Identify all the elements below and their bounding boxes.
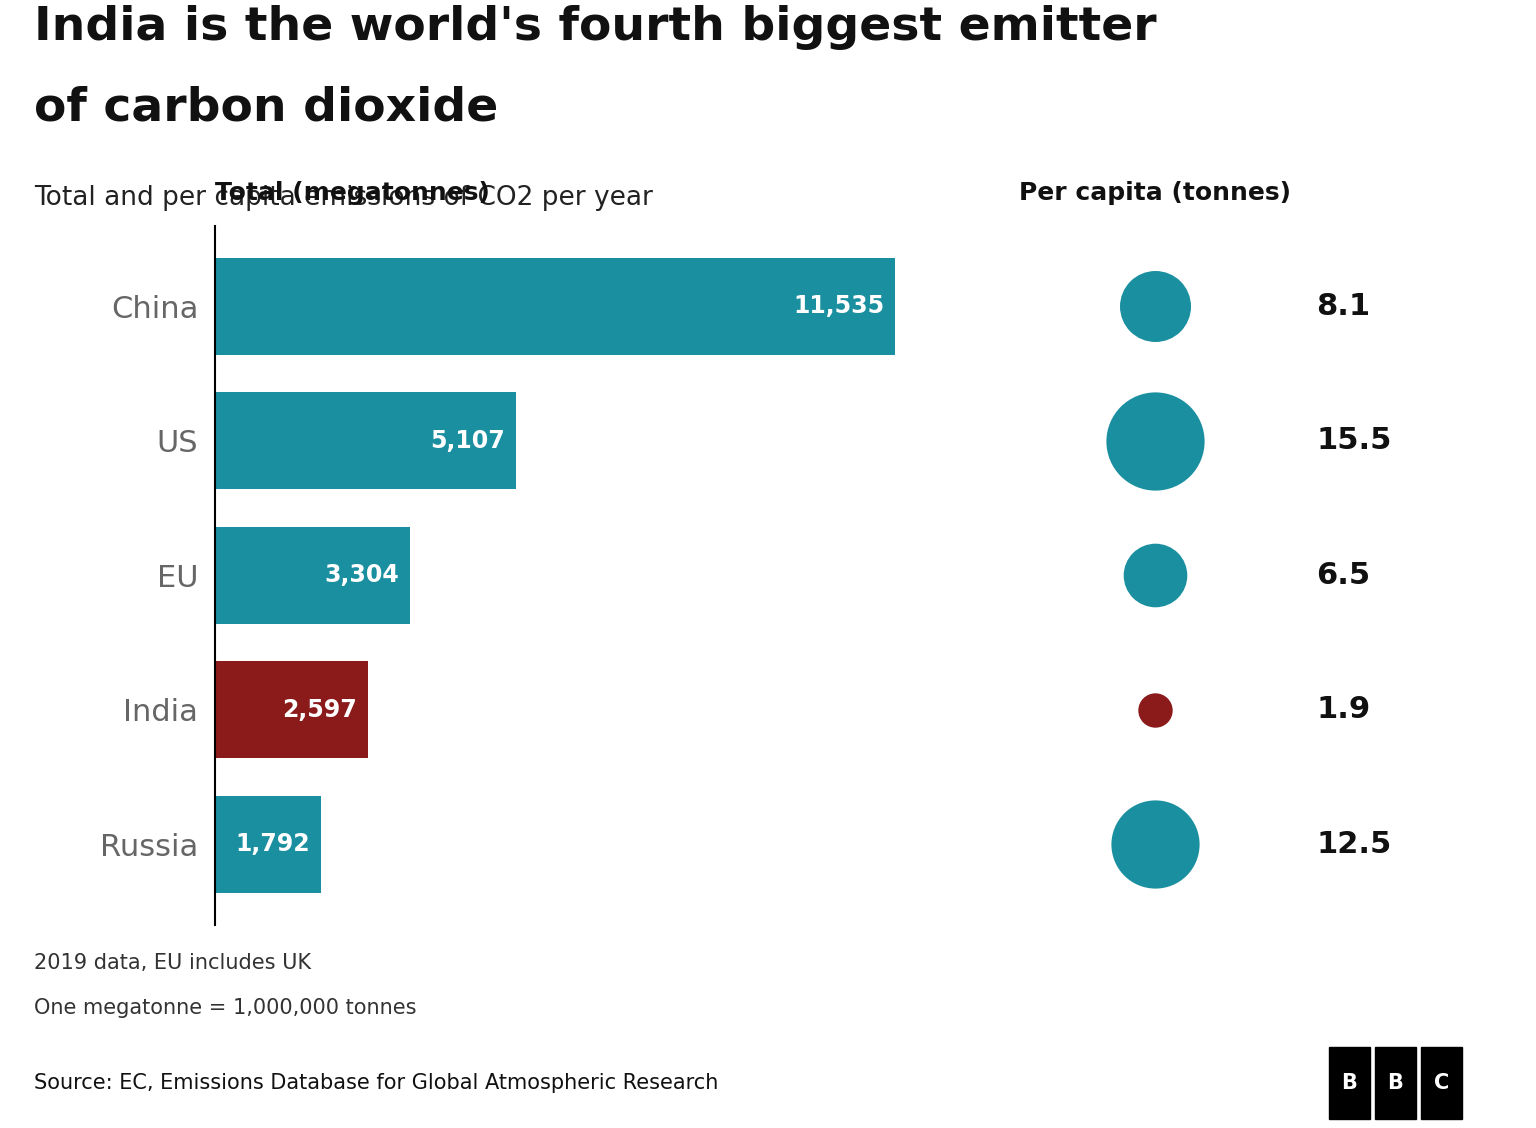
Text: 2019 data, EU includes UK: 2019 data, EU includes UK (34, 953, 310, 973)
Text: Total (megatonnes): Total (megatonnes) (215, 180, 490, 204)
Text: 12.5: 12.5 (1316, 830, 1392, 858)
Bar (215, 258, 895, 354)
Bar (215, 393, 516, 490)
Text: 6.5: 6.5 (1316, 561, 1370, 590)
Text: 5,107: 5,107 (430, 429, 505, 452)
Bar (215, 661, 369, 758)
Text: 15.5: 15.5 (1316, 426, 1392, 456)
Bar (215, 527, 410, 624)
FancyBboxPatch shape (1329, 1047, 1370, 1119)
Text: C: C (1435, 1073, 1448, 1093)
Text: B: B (1387, 1073, 1404, 1093)
Text: India is the world's fourth biggest emitter: India is the world's fourth biggest emit… (34, 5, 1157, 50)
Bar (215, 796, 321, 892)
Text: Total and per capita emissions of CO2 per year: Total and per capita emissions of CO2 pe… (34, 185, 653, 211)
Point (1143, 432, 1167, 450)
Text: 8.1: 8.1 (1316, 292, 1370, 320)
Text: One megatonne = 1,000,000 tonnes: One megatonne = 1,000,000 tonnes (34, 998, 416, 1019)
Point (1143, 566, 1167, 584)
Text: 2,597: 2,597 (283, 698, 358, 722)
Point (1143, 835, 1167, 853)
Text: 11,535: 11,535 (793, 294, 885, 318)
Point (1143, 298, 1167, 316)
Point (1143, 700, 1167, 719)
Text: B: B (1341, 1073, 1358, 1093)
Text: 1.9: 1.9 (1316, 695, 1370, 724)
Text: Per capita (tonnes): Per capita (tonnes) (1018, 180, 1292, 204)
Text: 3,304: 3,304 (324, 563, 399, 588)
Text: Source: EC, Emissions Database for Global Atmospheric Research: Source: EC, Emissions Database for Globa… (34, 1073, 719, 1093)
Text: 1,792: 1,792 (235, 832, 310, 856)
FancyBboxPatch shape (1421, 1047, 1462, 1119)
FancyBboxPatch shape (1375, 1047, 1416, 1119)
Text: of carbon dioxide: of carbon dioxide (34, 86, 498, 131)
